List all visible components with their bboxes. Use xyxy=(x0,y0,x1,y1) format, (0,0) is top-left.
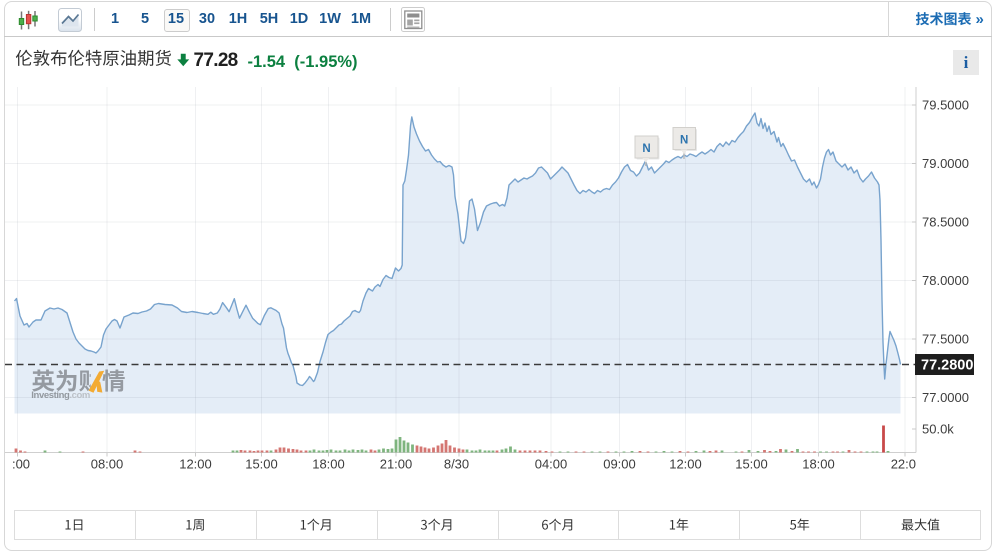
svg-text:21:00: 21:00 xyxy=(380,457,413,472)
svg-text:15:00: 15:00 xyxy=(245,457,278,472)
svg-text:04:00: 04:00 xyxy=(535,457,568,472)
svg-text:08:00: 08:00 xyxy=(91,457,124,472)
svg-text:18:00: 18:00 xyxy=(312,457,345,472)
svg-text:12:00: 12:00 xyxy=(669,457,702,472)
svg-text:78.5000: 78.5000 xyxy=(922,215,969,230)
svg-text::00: :00 xyxy=(12,457,30,472)
svg-text:77.0000: 77.0000 xyxy=(922,390,969,405)
svg-text:09:00: 09:00 xyxy=(603,457,636,472)
svg-text:12:00: 12:00 xyxy=(179,457,212,472)
svg-text:N: N xyxy=(680,135,688,147)
svg-text:78.0000: 78.0000 xyxy=(922,273,969,288)
svg-text:50.0k: 50.0k xyxy=(922,422,954,437)
svg-text:77.5000: 77.5000 xyxy=(922,332,969,347)
svg-text:15:00: 15:00 xyxy=(735,457,768,472)
svg-text:79.5000: 79.5000 xyxy=(922,98,969,113)
svg-text:79.0000: 79.0000 xyxy=(922,156,969,171)
svg-text:»: » xyxy=(976,11,984,28)
svg-text:77.2800: 77.2800 xyxy=(921,358,973,374)
svg-text:22:0: 22:0 xyxy=(891,457,916,472)
svg-text:N: N xyxy=(642,143,650,155)
svg-text:Investing.com: Investing.com xyxy=(31,390,90,401)
svg-text:8/30: 8/30 xyxy=(444,457,469,472)
svg-text:18:00: 18:00 xyxy=(802,457,835,472)
